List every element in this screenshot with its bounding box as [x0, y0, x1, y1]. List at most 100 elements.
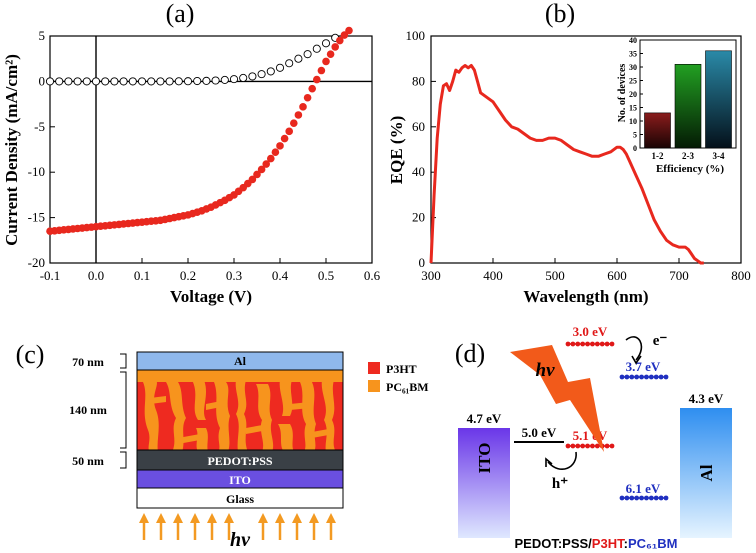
eqe-x-tick-label: 400	[483, 268, 503, 283]
jv-point-dark	[229, 75, 239, 84]
level-p3ht-homo-dot	[604, 443, 610, 449]
jv-point-light	[262, 160, 271, 168]
light-arrow-head-icon	[139, 513, 149, 523]
layer-al-label: Al	[234, 354, 247, 368]
level-p3ht-lumo-dot	[599, 341, 605, 347]
level-pcbm-lumo-dot	[658, 374, 664, 380]
level-p3ht-lumo-dot	[575, 341, 581, 347]
level-pcbm-homo-dot	[619, 495, 625, 501]
jv-point-light	[345, 26, 353, 35]
layer-glass	[136, 487, 344, 509]
jv-point-dark	[128, 77, 137, 86]
level-pcbm-homo-dot	[634, 495, 640, 501]
jv-point-light	[280, 134, 289, 143]
jv-point-dark	[147, 77, 156, 86]
level-p3ht-lumo-dot	[590, 341, 595, 347]
electron-transfer-arrow	[625, 336, 643, 361]
jv-point-light	[257, 165, 266, 174]
jv-point-dark	[248, 72, 257, 81]
jv-point-light	[313, 75, 321, 84]
eqe-y-tick-label: 0	[419, 255, 426, 270]
level-pcbm-lumo-dot	[619, 374, 625, 380]
level-pcbm-homo-dot	[658, 495, 664, 501]
layer-glass-label: Glass	[226, 492, 254, 506]
level-pcbm-homo-dot	[663, 495, 669, 501]
panel-label-d: (d)	[455, 339, 485, 368]
jv-plot-frame	[49, 35, 373, 264]
inset-y-tick-label: 20	[629, 90, 637, 99]
legend-label-p3ht: P3HT	[386, 362, 417, 376]
inset-bar	[705, 50, 732, 149]
jv-point-dark	[82, 77, 91, 86]
jv-point-light	[303, 93, 312, 102]
inset-y-tick-label: 15	[629, 104, 637, 113]
jv-y-tick-label: -5	[34, 119, 45, 134]
jv-point-dark	[285, 59, 294, 68]
eqe-y-tick-label: 100	[406, 28, 426, 43]
light-arrow-head-icon	[207, 513, 217, 523]
jv-point-light	[322, 57, 330, 66]
legend-swatch-pcbm	[368, 380, 380, 392]
jv-x-tick-label: 0.6	[364, 268, 381, 283]
jv-point-dark	[110, 77, 119, 86]
jv-point-light	[271, 148, 280, 157]
level-pedot-label: 5.0 eV	[522, 425, 557, 440]
jv-point-dark	[64, 77, 73, 86]
inset-y-tick-label: 40	[629, 36, 637, 45]
level-pcbm-lumo-label: 3.7 eV	[626, 359, 661, 374]
eqe-x-label: Wavelength (nm)	[523, 287, 648, 306]
legend-label-pcbm: PC₆₁BM	[386, 380, 429, 394]
jv-x-tick-label: 0.1	[134, 268, 150, 283]
bracket-al	[120, 353, 127, 369]
jv-point-light	[294, 111, 303, 119]
jv-x-tick-label: 0.0	[88, 268, 104, 283]
jv-point-light	[308, 84, 317, 93]
panel-label-b: (b)	[545, 0, 575, 28]
jv-point-dark	[257, 70, 266, 79]
level-p3ht-lumo-dot	[585, 341, 590, 347]
level-pcbm-homo-dot	[639, 495, 644, 501]
jv-point-light	[331, 43, 340, 51]
hole-transfer-arrow	[547, 451, 577, 471]
jv-point-light	[317, 66, 326, 75]
jv-point-dark	[321, 39, 331, 48]
thickness-active: 140 nm	[69, 403, 107, 417]
ito-electrode	[458, 428, 510, 538]
photon-label: hν	[536, 360, 556, 381]
energy-level-diagram: ITO 4.7 eV Al 4.3 eV 5.0 eV 3.0 eV 3.7 e…	[458, 324, 732, 551]
jv-point-light	[299, 103, 307, 111]
jv-y-tick-label: -10	[28, 164, 45, 179]
level-ito-label: 4.7 eV	[467, 411, 502, 426]
jv-y-label: Current Density (mA/cm²)	[2, 54, 21, 246]
jv-y-tick-label: 0	[39, 73, 46, 88]
jv-point-light	[285, 127, 294, 136]
jv-x-tick-label: 0.3	[226, 268, 242, 283]
level-pcbm-lumo-dot	[663, 374, 669, 380]
level-pcbm-lumo-dot	[634, 374, 640, 380]
inset-bar	[644, 112, 671, 149]
level-p3ht-homo-dot	[565, 443, 571, 449]
level-p3ht-lumo-dot	[565, 341, 571, 347]
incident-light-arrows	[139, 513, 336, 540]
electron-label: e⁻	[653, 333, 668, 349]
eqe-y-tick-label: 80	[412, 73, 425, 88]
thickness-pedot: 50 nm	[72, 454, 104, 468]
energy-caption: PEDOT:PSS/P3HT:PC₆₁BM	[515, 536, 678, 551]
jv-x-label: Voltage (V)	[170, 287, 252, 306]
jv-point-dark	[312, 44, 321, 53]
level-pcbm-homo-dot	[624, 495, 630, 501]
caption-pcbm: PC₆₁BM	[628, 536, 678, 551]
jv-point-dark	[119, 77, 128, 86]
level-p3ht-lumo-dot	[580, 341, 586, 347]
eqe-y-label: EQE (%)	[387, 116, 406, 184]
eqe-line	[429, 64, 704, 265]
eqe-y-tick-label: 60	[412, 119, 425, 134]
jv-point-light	[290, 119, 298, 127]
level-p3ht-homo-dot	[585, 443, 590, 449]
caption-sep: :	[624, 536, 628, 551]
jv-point-dark	[275, 63, 285, 72]
jv-point-dark	[211, 76, 220, 85]
level-p3ht-lumo-label: 3.0 eV	[573, 324, 608, 339]
